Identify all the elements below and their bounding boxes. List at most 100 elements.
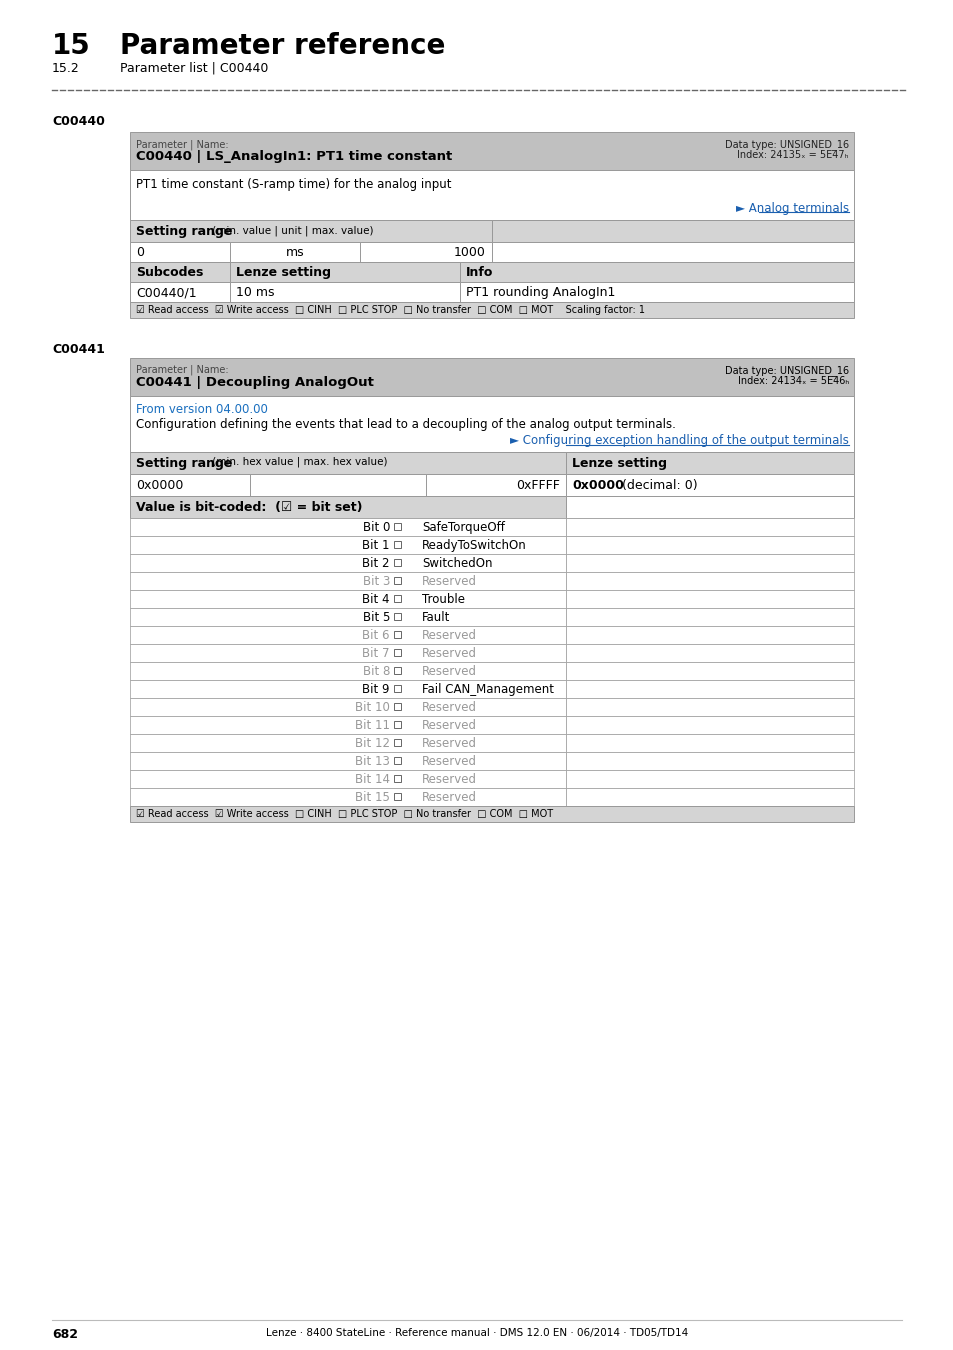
- Text: 0: 0: [136, 246, 144, 259]
- Bar: [130, 769, 565, 788]
- Text: Value is bit-coded:  (☑ = bit set): Value is bit-coded: (☑ = bit set): [136, 501, 362, 514]
- Text: Data type: UNSIGNED_16: Data type: UNSIGNED_16: [724, 139, 848, 150]
- Text: Parameter | Name:: Parameter | Name:: [136, 139, 229, 150]
- Text: Trouble: Trouble: [421, 593, 464, 606]
- Text: (decimal: 0): (decimal: 0): [618, 479, 697, 491]
- Text: Reserved: Reserved: [421, 666, 476, 678]
- Bar: [394, 559, 400, 566]
- Text: ms: ms: [285, 246, 304, 259]
- Bar: [394, 757, 400, 764]
- Bar: [394, 684, 400, 693]
- Text: (min. value | unit | max. value): (min. value | unit | max. value): [209, 225, 374, 235]
- Bar: [130, 170, 853, 220]
- Text: Bit 3: Bit 3: [362, 575, 390, 589]
- Bar: [394, 595, 400, 602]
- Text: Parameter | Name:: Parameter | Name:: [136, 364, 229, 375]
- Text: Parameter list | C00440: Parameter list | C00440: [120, 62, 268, 76]
- Bar: [565, 788, 853, 806]
- Text: C00440 | LS_AnalogIn1: PT1 time constant: C00440 | LS_AnalogIn1: PT1 time constant: [136, 150, 452, 163]
- Text: Bit 8: Bit 8: [362, 666, 390, 678]
- Bar: [130, 358, 853, 396]
- Bar: [394, 576, 400, 585]
- Bar: [130, 662, 565, 680]
- Text: Fail CAN_Management: Fail CAN_Management: [421, 683, 554, 697]
- Text: Fault: Fault: [421, 612, 450, 624]
- Bar: [130, 474, 250, 495]
- Text: Reserved: Reserved: [421, 720, 476, 732]
- Text: Bit 13: Bit 13: [355, 755, 390, 768]
- Bar: [394, 792, 400, 801]
- Text: Reserved: Reserved: [421, 791, 476, 805]
- Bar: [130, 554, 565, 572]
- Bar: [230, 242, 359, 262]
- Text: 0x0000: 0x0000: [136, 479, 183, 491]
- Bar: [565, 662, 853, 680]
- Text: Reserved: Reserved: [421, 755, 476, 768]
- Bar: [565, 536, 853, 554]
- Bar: [130, 242, 230, 262]
- Bar: [130, 396, 853, 452]
- Text: Parameter reference: Parameter reference: [120, 32, 445, 59]
- Text: 0xFFFF: 0xFFFF: [516, 479, 559, 491]
- Text: Bit 15: Bit 15: [355, 791, 390, 805]
- Text: ☑ Read access  ☑ Write access  □ CINH  □ PLC STOP  □ No transfer  □ COM  □ MOT  : ☑ Read access ☑ Write access □ CINH □ PL…: [136, 305, 644, 315]
- Text: Bit 7: Bit 7: [362, 647, 390, 660]
- Bar: [130, 644, 565, 662]
- Bar: [565, 698, 853, 716]
- Text: (min. hex value | max. hex value): (min. hex value | max. hex value): [209, 458, 387, 467]
- Text: Bit 12: Bit 12: [355, 737, 390, 751]
- Bar: [459, 262, 853, 282]
- Text: Data type: UNSIGNED_16: Data type: UNSIGNED_16: [724, 364, 848, 375]
- Bar: [394, 649, 400, 656]
- Bar: [130, 518, 565, 536]
- Text: 682: 682: [52, 1328, 78, 1341]
- Text: Reserved: Reserved: [421, 575, 476, 589]
- Bar: [394, 721, 400, 728]
- Bar: [394, 703, 400, 710]
- Bar: [565, 474, 853, 495]
- Bar: [130, 716, 565, 734]
- Bar: [565, 518, 853, 536]
- Text: Info: Info: [465, 266, 493, 279]
- Text: SwitchedOn: SwitchedOn: [421, 558, 492, 570]
- Text: Bit 5: Bit 5: [362, 612, 390, 624]
- Bar: [565, 452, 853, 474]
- Text: 10 ms: 10 ms: [235, 286, 274, 298]
- Text: Bit 4: Bit 4: [362, 593, 390, 606]
- Bar: [394, 738, 400, 747]
- Text: Setting range: Setting range: [136, 225, 233, 238]
- Bar: [565, 626, 853, 644]
- Bar: [130, 495, 565, 518]
- Bar: [130, 132, 853, 170]
- Bar: [394, 775, 400, 782]
- Bar: [130, 806, 853, 822]
- Bar: [565, 752, 853, 769]
- Text: SafeTorqueOff: SafeTorqueOff: [421, 521, 504, 535]
- Text: From version 04.00.00: From version 04.00.00: [136, 404, 268, 416]
- Bar: [394, 667, 400, 674]
- Text: Bit 11: Bit 11: [355, 720, 390, 732]
- Bar: [230, 282, 459, 302]
- Bar: [130, 698, 565, 716]
- Bar: [130, 572, 565, 590]
- Text: Index: 24134ₓ = 5E46ₕ: Index: 24134ₓ = 5E46ₕ: [737, 377, 848, 386]
- Bar: [459, 282, 853, 302]
- Bar: [250, 474, 426, 495]
- Text: Lenze · 8400 StateLine · Reference manual · DMS 12.0 EN · 06/2014 · TD05/TD14: Lenze · 8400 StateLine · Reference manua…: [266, 1328, 687, 1338]
- Text: Reserved: Reserved: [421, 629, 476, 643]
- Bar: [130, 608, 565, 626]
- Text: PT1 rounding AnalogIn1: PT1 rounding AnalogIn1: [465, 286, 615, 298]
- Text: Reserved: Reserved: [421, 774, 476, 786]
- Bar: [565, 644, 853, 662]
- Text: Index: 24135ₓ = 5E47ₕ: Index: 24135ₓ = 5E47ₕ: [737, 150, 848, 161]
- Text: Bit 9: Bit 9: [362, 683, 390, 697]
- Text: 15: 15: [52, 32, 91, 59]
- Bar: [394, 630, 400, 639]
- Bar: [130, 452, 565, 474]
- Bar: [565, 554, 853, 572]
- Bar: [394, 541, 400, 548]
- Text: Setting range: Setting range: [136, 458, 233, 470]
- Text: PT1 time constant (S-ramp time) for the analog input: PT1 time constant (S-ramp time) for the …: [136, 178, 451, 190]
- Bar: [394, 522, 400, 531]
- Bar: [394, 613, 400, 620]
